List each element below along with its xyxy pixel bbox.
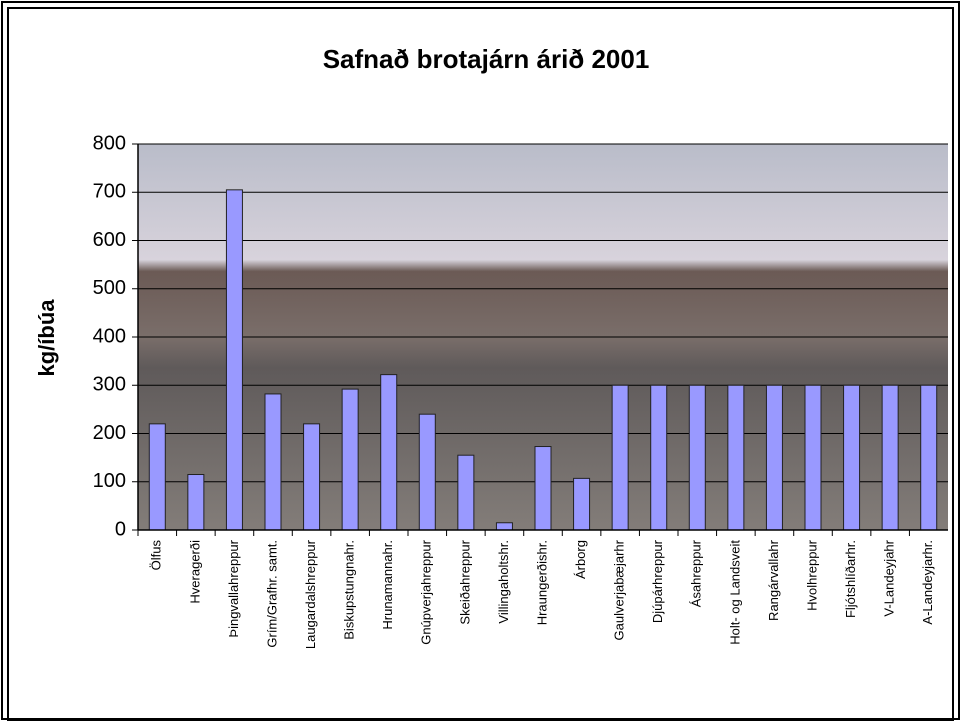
x-tick-label: Biskupstungnahr. (342, 540, 357, 640)
x-tick-label: Gaulverjabæjarhr (612, 539, 627, 640)
chart-title: Safnað brotajárn árið 2001 (323, 44, 650, 74)
x-tick-label: Hrunamannahr. (380, 540, 395, 630)
x-tick-label: Rangárvallahr (766, 539, 781, 621)
bar (651, 385, 667, 530)
y-tick-label: 700 (93, 181, 126, 203)
x-tick-label: Árborg (573, 540, 588, 579)
x-tick-label: V-Landeyjahr (882, 539, 897, 616)
y-tick-label: 400 (93, 325, 126, 347)
bar (304, 424, 320, 530)
y-tick-label: 300 (93, 374, 126, 396)
bar (535, 447, 551, 530)
x-tick-label: Þingvallahreppur (226, 539, 241, 637)
bar (805, 385, 821, 530)
bar (188, 475, 204, 530)
x-tick-label: Hvolhreppur (804, 539, 819, 610)
x-tick-label: Fljótshlíðarhr. (843, 540, 858, 618)
bar (612, 385, 628, 530)
x-tick-label: Laugardalshreppur (303, 539, 318, 649)
x-tick-label: Skeiðahreppur (457, 539, 472, 624)
bar (766, 385, 782, 530)
x-tick-label: Djúpárhreppur (650, 539, 665, 623)
bar (149, 424, 165, 530)
bar (265, 394, 281, 530)
x-tick-label: Hveragerði (187, 540, 202, 604)
x-tick-label: Gnúpverjahreppur (419, 539, 434, 644)
y-tick-label: 100 (93, 470, 126, 492)
bar (689, 385, 705, 530)
y-tick-label: 0 (115, 518, 126, 540)
bar (496, 523, 512, 530)
bar (381, 375, 397, 530)
y-tick-label: 200 (93, 422, 126, 444)
bar (458, 455, 474, 530)
bar (921, 385, 937, 530)
x-tick-label: Ölfus (149, 540, 164, 571)
bar (342, 389, 358, 530)
x-tick-label: Hraungerðishr. (534, 540, 549, 625)
x-tick-label: Villingaholtshr. (496, 540, 511, 624)
bar (844, 385, 860, 530)
x-tick-label: Grím/Grafhr. samt. (264, 540, 279, 648)
x-tick-label: Holt- og Landsveit (727, 540, 742, 645)
y-tick-label: 500 (93, 277, 126, 299)
bar (226, 190, 242, 530)
x-tick-label: Ásahreppur (689, 539, 704, 607)
bar (419, 414, 435, 530)
bar (728, 385, 744, 530)
chart: Safnað brotajárn árið 2001 kg/íbúa 0 100 2… (0, 0, 961, 721)
bar (882, 385, 898, 530)
y-axis-label: kg/íbúa (34, 299, 59, 377)
y-tick-label: 800 (93, 132, 126, 154)
bar (574, 478, 590, 530)
x-tick-label: A-Landeyjarhr. (920, 540, 935, 625)
y-tick-label: 600 (93, 229, 126, 251)
